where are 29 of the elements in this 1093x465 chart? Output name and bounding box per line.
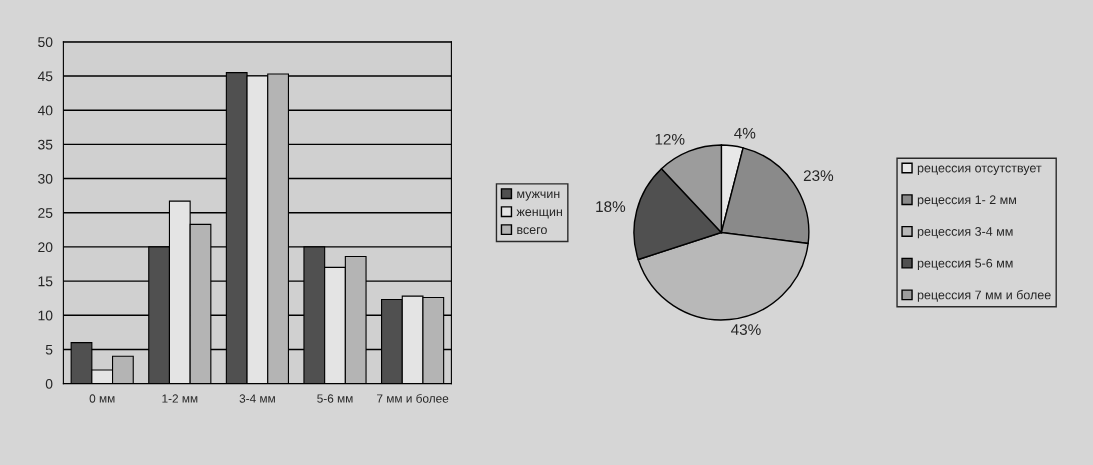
y-tick-label: 30 — [38, 173, 53, 184]
y-tick-label: 0 — [45, 378, 53, 389]
legend-label: рецессия 7 мм и более — [917, 290, 1051, 302]
x-tick-label: 5-6 мм — [317, 394, 353, 403]
data-label: 4% — [734, 127, 756, 139]
y-tick-label: 40 — [37, 105, 53, 116]
data-label: 43% — [731, 324, 761, 335]
legend-label: рецессия 3-4 мм — [917, 227, 1013, 239]
y-tick-label: 15 — [38, 276, 53, 287]
y-tick-label: 25 — [38, 208, 53, 218]
legend-label: всего — [517, 227, 547, 235]
x-tick-label: 0 мм — [89, 394, 115, 403]
y-tick-label: 20 — [38, 242, 53, 253]
data-label: 23% — [803, 170, 834, 182]
y-tick-label: 5 — [45, 344, 53, 355]
x-tick-label: 3-4 мм — [239, 394, 275, 403]
y-tick-label: 50 — [38, 37, 53, 48]
y-tick-label: 10 — [38, 310, 53, 321]
y-tick-label: 35 — [38, 139, 53, 150]
legend-label: рецессия отсутствует — [917, 165, 1042, 175]
legend-label: мужчин — [517, 191, 560, 201]
data-label: 12% — [655, 133, 685, 145]
x-tick-label: 1-2 мм — [162, 394, 198, 403]
legend-label: рецессия 1- 2 мм — [917, 195, 1016, 207]
y-tick-label: 45 — [37, 71, 53, 82]
data-label: 18% — [596, 201, 626, 213]
legend-label: женщин — [516, 209, 562, 219]
x-tick-label: 7 мм и более — [377, 393, 449, 403]
legend-label: рецессия 5-6 мм — [917, 258, 1013, 271]
